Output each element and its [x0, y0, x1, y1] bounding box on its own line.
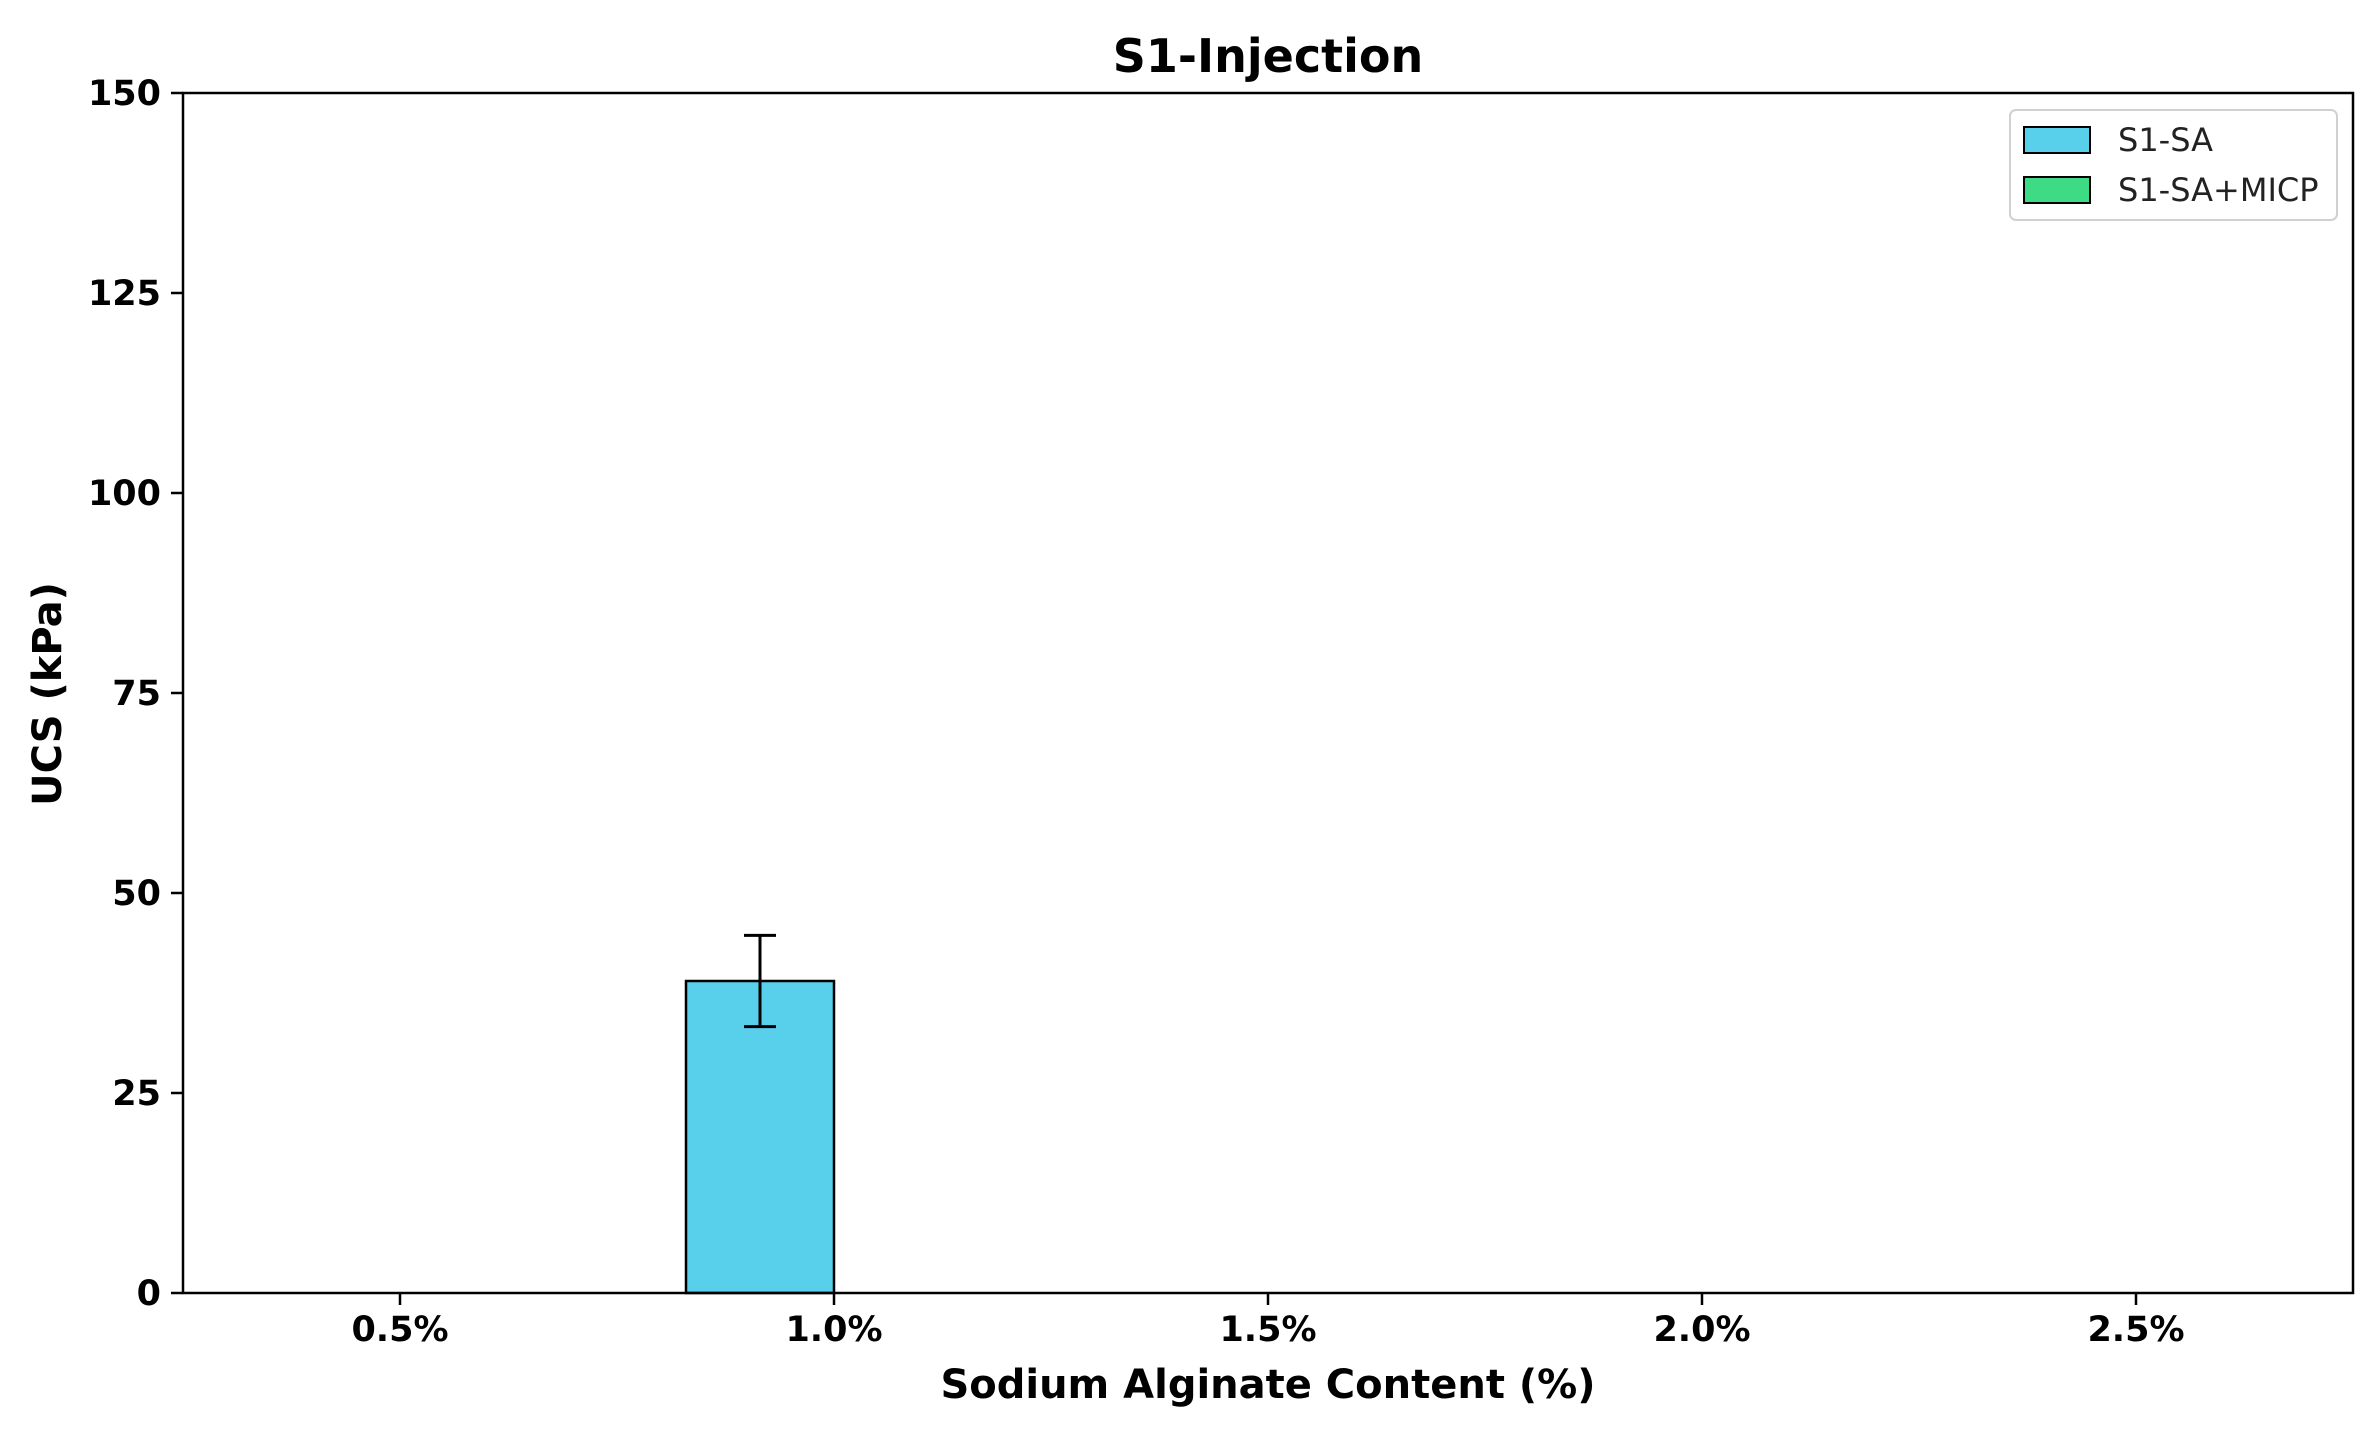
- y-tick-label: 150: [88, 74, 161, 114]
- plot-area-frame: [181, 91, 2355, 1295]
- x-tick-label: 1.5%: [1219, 1310, 1316, 1350]
- legend-label: S1-SA: [2118, 121, 2213, 159]
- y-tick-label: 25: [112, 1074, 161, 1114]
- x-axis-ticks: 0.5% 1.0% 1.5% 2.0% 2.5%: [351, 1293, 2185, 1350]
- bar-series-group: [684, 979, 836, 1295]
- bar-s1-sa: [684, 979, 836, 1295]
- x-tick-label: 0.5%: [351, 1310, 448, 1350]
- legend-swatch: [2023, 126, 2091, 154]
- y-tick-label: 50: [112, 874, 161, 914]
- x-axis-label: Sodium Alginate Content (%): [940, 1362, 1595, 1408]
- y-tick-label: 100: [88, 474, 161, 514]
- error-bar-group: [744, 933, 776, 1029]
- legend-label: S1-SA+MICP: [2118, 171, 2319, 209]
- y-tick-label: 75: [112, 674, 161, 714]
- y-tick-label: 0: [137, 1274, 161, 1314]
- x-tick-label: 1.0%: [785, 1310, 882, 1350]
- legend-swatch: [2023, 176, 2091, 204]
- y-axis-ticks: 0 25 50 75 100 125 150: [88, 74, 183, 1314]
- legend-box: [2009, 109, 2338, 221]
- x-tick-label: 2.0%: [1653, 1310, 1750, 1350]
- x-tick-label: 2.5%: [2087, 1310, 2184, 1350]
- legend: S1-SA S1-SA+MICP: [2009, 109, 2338, 221]
- y-axis-label: UCS (kPa): [25, 582, 71, 806]
- chart-title: S1-Injection: [1113, 29, 1423, 83]
- y-tick-label: 125: [88, 274, 161, 314]
